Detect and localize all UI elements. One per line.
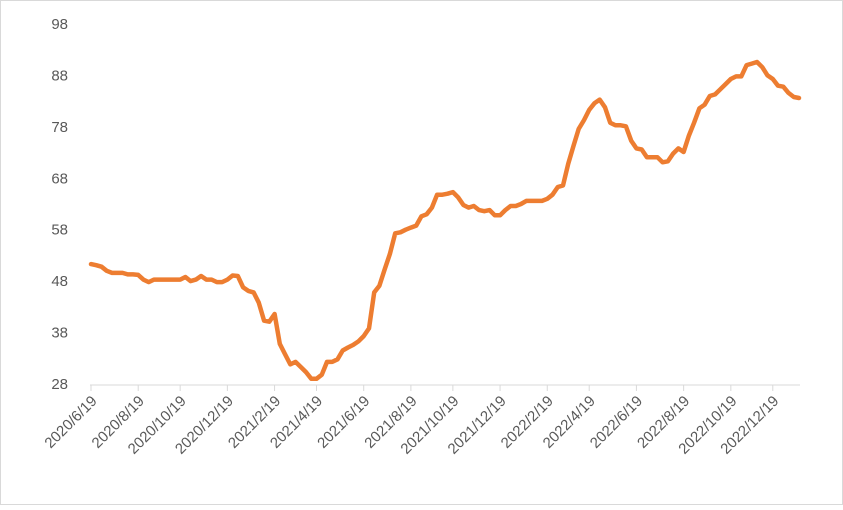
y-tick-label: 78: [51, 119, 68, 136]
y-tick-label: 48: [51, 273, 68, 290]
y-tick-label: 88: [51, 67, 68, 84]
y-tick-label: 58: [51, 222, 68, 239]
y-tick-label: 98: [51, 16, 68, 33]
y-tick-label: 28: [51, 376, 68, 393]
y-tick-label: 38: [51, 325, 68, 342]
data-line: [88, 59, 802, 382]
y-tick-label: 68: [51, 170, 68, 187]
